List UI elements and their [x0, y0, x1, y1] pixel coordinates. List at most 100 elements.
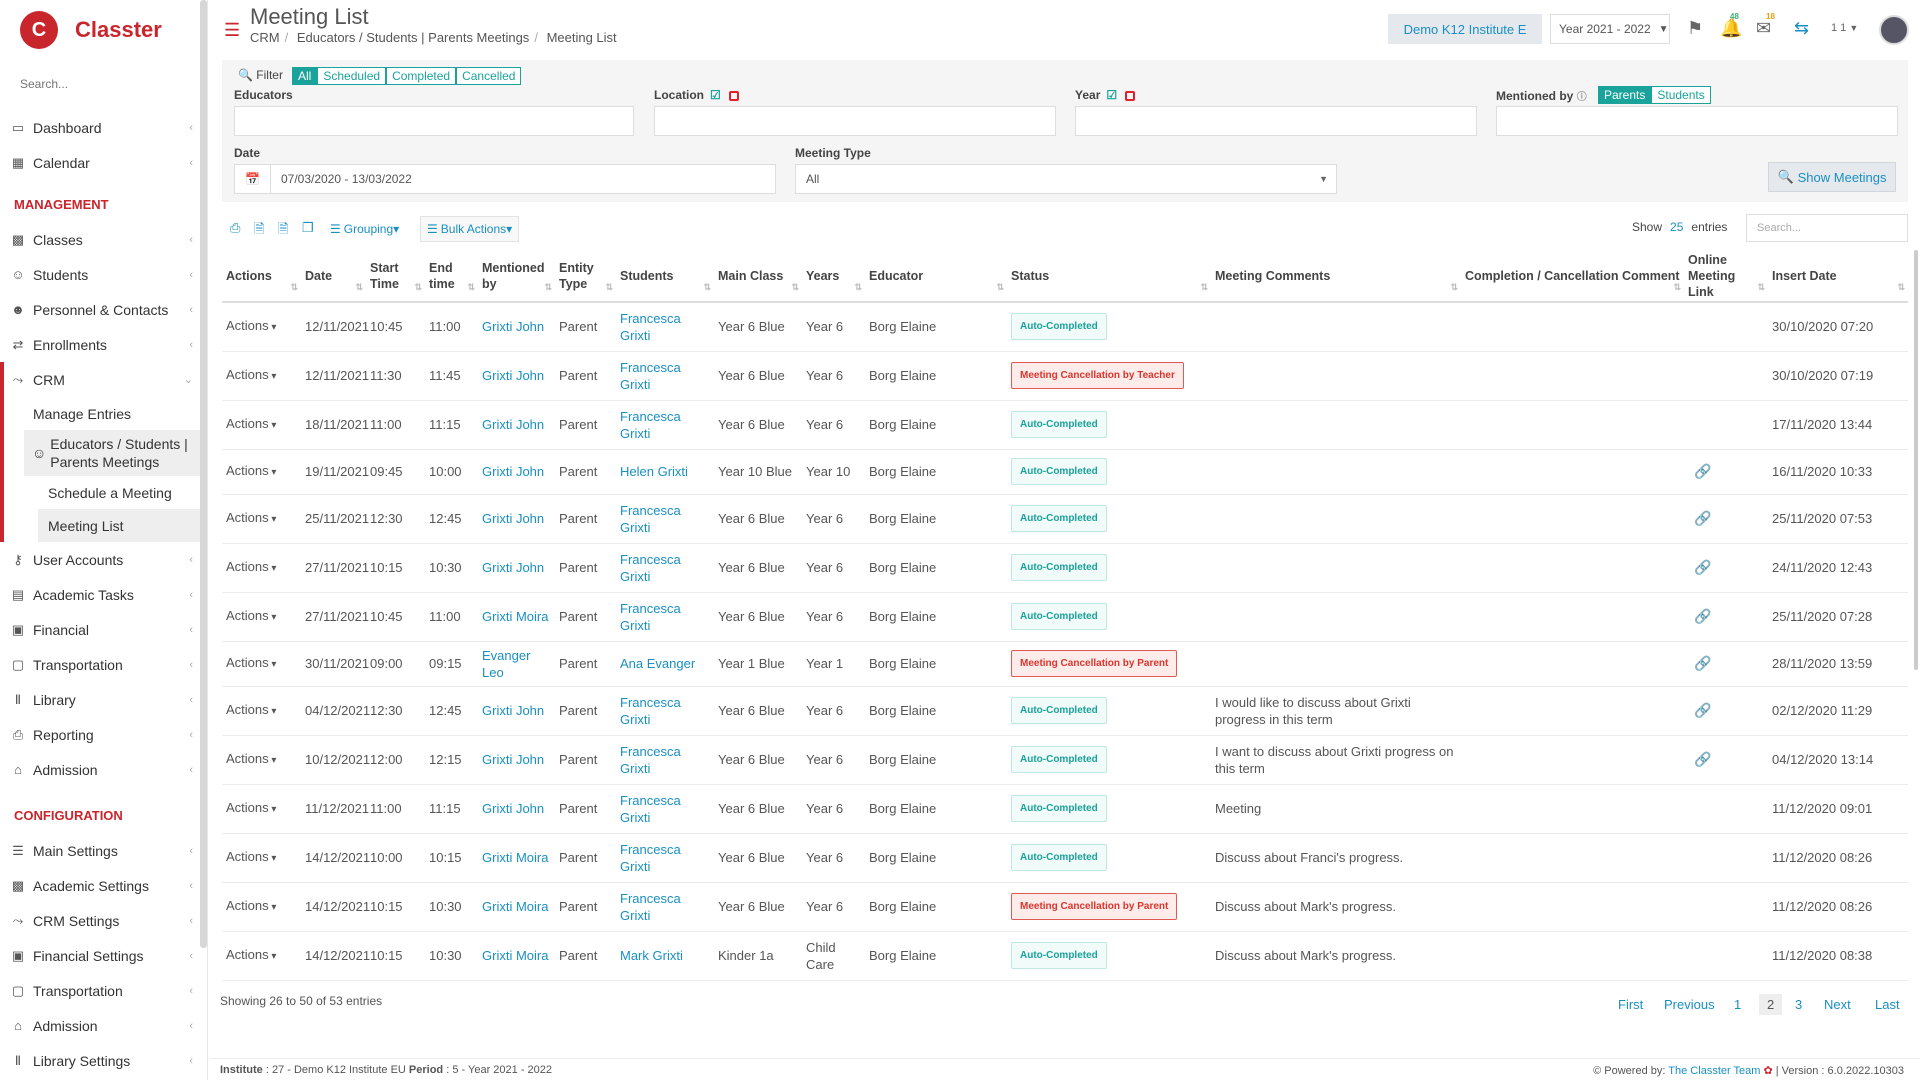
student-link[interactable]: Francesca Grixti	[620, 694, 681, 727]
mentioned-by-link[interactable]: Grixti John	[482, 464, 545, 479]
sidebar-item-reporting[interactable]: ⎙ Reporting ‹	[0, 717, 207, 752]
actions-cell-value[interactable]: Actions	[226, 463, 276, 478]
sidebar-item-library[interactable]: Ⅱ Library ‹	[0, 682, 207, 717]
meeting-type-select[interactable]: All ▼	[795, 164, 1337, 194]
sidebar-scrollbar[interactable]	[200, 0, 207, 948]
mentioned-by-link[interactable]: Grixti Moira	[482, 899, 549, 914]
entries-count-select[interactable]: 25	[1670, 220, 1684, 234]
column-header-mentioned-by[interactable]: Mentioned by ⇅	[478, 250, 555, 303]
mentioned-by-link[interactable]: Grixti John	[482, 801, 545, 816]
mentioned-by-link[interactable]: Evanger Leo	[482, 647, 531, 680]
actions-cell-value[interactable]: Actions	[226, 655, 276, 670]
tab-scheduled[interactable]: Scheduled	[317, 67, 387, 85]
column-header-completion-cancellation-comment[interactable]: Completion / Cancellation Comment ⇅	[1461, 250, 1684, 303]
sidebar-sub-meeting-list[interactable]: Meeting List	[38, 509, 207, 542]
sync-icon[interactable]: ⇆	[1794, 18, 1810, 38]
student-link[interactable]: Ana Evanger	[620, 656, 696, 671]
sidebar-item-classes[interactable]: ▩ Classes ‹	[0, 222, 207, 257]
date-range-input[interactable]: 📅 07/03/2020 - 13/03/2022	[234, 164, 776, 194]
link-icon[interactable]: 🔗	[1694, 702, 1712, 718]
breadcrumb-meetings[interactable]: Educators / Students | Parents Meetings	[296, 30, 530, 45]
copy-icon[interactable]: ❐	[302, 220, 314, 235]
sidebar-item-financial[interactable]: ▣ Financial ‹	[0, 612, 207, 647]
column-header-actions[interactable]: Actions ⇅	[222, 250, 301, 303]
column-header-date[interactable]: Date ⇅	[301, 250, 366, 303]
mentioned-by-link[interactable]: Grixti Moira	[482, 609, 549, 624]
sidebar-sub-meetings[interactable]: ☺ Educators / Students | Parents Meetings	[24, 430, 207, 476]
sidebar-item-admission[interactable]: ⌂ Admission ‹	[0, 752, 207, 787]
student-link[interactable]: Francesca Grixti	[620, 359, 681, 392]
link-icon[interactable]: 🔗	[1694, 510, 1712, 526]
tab-parents[interactable]: Parents	[1598, 86, 1652, 104]
column-header-meeting-comments[interactable]: Meeting Comments ⇅	[1211, 250, 1461, 303]
grouping-button[interactable]: ☰ Grouping ▾	[330, 222, 400, 236]
mentioned-by-link[interactable]: Grixti John	[482, 417, 545, 432]
actions-cell-value[interactable]: Actions	[226, 800, 276, 815]
mentioned-by-link[interactable]: Grixti John	[482, 703, 545, 718]
menu-toggle-icon[interactable]: ☰	[224, 20, 241, 40]
actions-cell-value[interactable]: Actions	[226, 367, 276, 382]
student-link[interactable]: Francesca Grixti	[620, 792, 681, 825]
link-icon[interactable]: 🔗	[1694, 751, 1712, 767]
flag-icon[interactable]: ⚑	[1687, 18, 1704, 38]
sidebar-item-academic-tasks[interactable]: ▤ Academic Tasks ‹	[0, 577, 207, 612]
pager-first[interactable]: First	[1618, 997, 1644, 1012]
tab-completed[interactable]: Completed	[386, 67, 457, 85]
show-meetings-button[interactable]: 🔍 Show Meetings	[1768, 162, 1896, 192]
actions-cell-value[interactable]: Actions	[226, 751, 276, 766]
sidebar-sub-manage-entries[interactable]: Manage Entries	[0, 397, 207, 430]
column-header-online-meeting-link[interactable]: Online Meeting Link ⇅	[1684, 250, 1768, 303]
year-select[interactable]: Year 2021 - 2022 ▼	[1550, 14, 1670, 44]
sidebar-item-library-settings[interactable]: Ⅱ Library Settings ‹	[0, 1043, 207, 1078]
powered-by-link[interactable]: The Classter Team	[1668, 1065, 1761, 1077]
pager-next[interactable]: Next	[1824, 997, 1851, 1012]
column-header-start-time[interactable]: Start Time ⇅	[366, 250, 425, 303]
pager-page-3[interactable]: 3	[1795, 997, 1803, 1012]
sidebar-item-crm-settings[interactable]: ⤳ CRM Settings ‹	[0, 903, 207, 938]
actions-cell-value[interactable]: Actions	[226, 416, 276, 431]
clear-icon[interactable]	[728, 90, 739, 101]
column-header-entity-type[interactable]: Entity Type ⇅	[555, 250, 616, 303]
sidebar-item-calendar[interactable]: ▦ Calendar ‹	[0, 145, 207, 180]
avatar[interactable]	[1879, 15, 1909, 45]
actions-cell-value[interactable]: Actions	[226, 898, 276, 913]
pager-page-2[interactable]: 2	[1759, 994, 1783, 1015]
table-scrollbar[interactable]	[1914, 250, 1918, 670]
student-link[interactable]: Mark Grixti	[620, 948, 683, 963]
student-link[interactable]: Francesca Grixti	[620, 502, 681, 535]
link-icon[interactable]: 🔗	[1694, 463, 1712, 479]
check-icon[interactable]: ☑	[710, 88, 721, 102]
actions-cell-value[interactable]: Actions	[226, 559, 276, 574]
bulk-actions-button[interactable]: ☰ Bulk Actions ▾	[420, 216, 520, 242]
mentioned-by-link[interactable]: Grixti Moira	[482, 850, 549, 865]
sidebar-item-dashboard[interactable]: ▭ Dashboard ‹	[0, 110, 207, 145]
bell-icon[interactable]: 🔔 48	[1720, 12, 1743, 38]
sidebar-item-students[interactable]: ☺ Students ‹	[0, 257, 207, 292]
link-icon[interactable]: 🔗	[1694, 559, 1712, 575]
sidebar-item-transportation[interactable]: ▢ Transportation ‹	[0, 973, 207, 1008]
student-link[interactable]: Francesca Grixti	[620, 408, 681, 441]
student-link[interactable]: Francesca Grixti	[620, 600, 681, 633]
student-link[interactable]: Helen Grixti	[620, 464, 688, 479]
pager-last[interactable]: Last	[1875, 997, 1900, 1012]
column-header-insert-date[interactable]: Insert Date ⇅	[1768, 250, 1908, 303]
excel-icon[interactable]: 🗎	[278, 221, 289, 236]
actions-cell-value[interactable]: Actions	[226, 947, 276, 962]
actions-cell-value[interactable]: Actions	[226, 608, 276, 623]
brand-logo[interactable]: C Classter	[0, 0, 207, 60]
sidebar-item-user-accounts[interactable]: ⚷ User Accounts ‹	[0, 542, 207, 577]
actions-cell-value[interactable]: Actions	[226, 702, 276, 717]
sidebar-search-input[interactable]	[20, 72, 180, 96]
column-header-years[interactable]: Years ⇅	[802, 250, 865, 303]
mentioned-by-link[interactable]: Grixti John	[482, 560, 545, 575]
pager-previous[interactable]: Previous	[1664, 997, 1715, 1012]
sidebar-sub-schedule-meeting[interactable]: Schedule a Meeting	[0, 476, 207, 509]
actions-cell-value[interactable]: Actions	[226, 849, 276, 864]
mentioned-by-input[interactable]	[1496, 106, 1898, 136]
tab-all[interactable]: All	[292, 67, 318, 85]
actions-cell-value[interactable]: Actions	[226, 318, 276, 333]
sidebar-item-main-settings[interactable]: ☰ Main Settings ‹	[0, 833, 207, 868]
student-link[interactable]: Francesca Grixti	[620, 890, 681, 923]
student-link[interactable]: Francesca Grixti	[620, 743, 681, 776]
sidebar-item-admission[interactable]: ⌂ Admission ‹	[0, 1008, 207, 1043]
